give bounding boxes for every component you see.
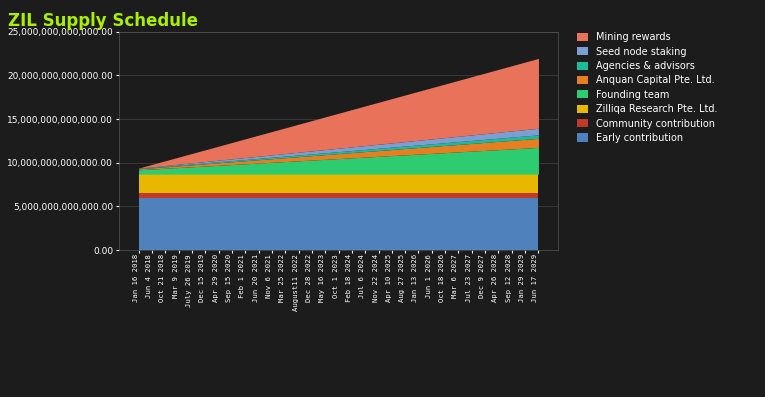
Text: ZIL Supply Schedule: ZIL Supply Schedule — [8, 12, 197, 30]
Legend: Mining rewards, Seed node staking, Agencies & advisors, Anquan Capital Pte. Ltd.: Mining rewards, Seed node staking, Agenc… — [577, 32, 718, 143]
